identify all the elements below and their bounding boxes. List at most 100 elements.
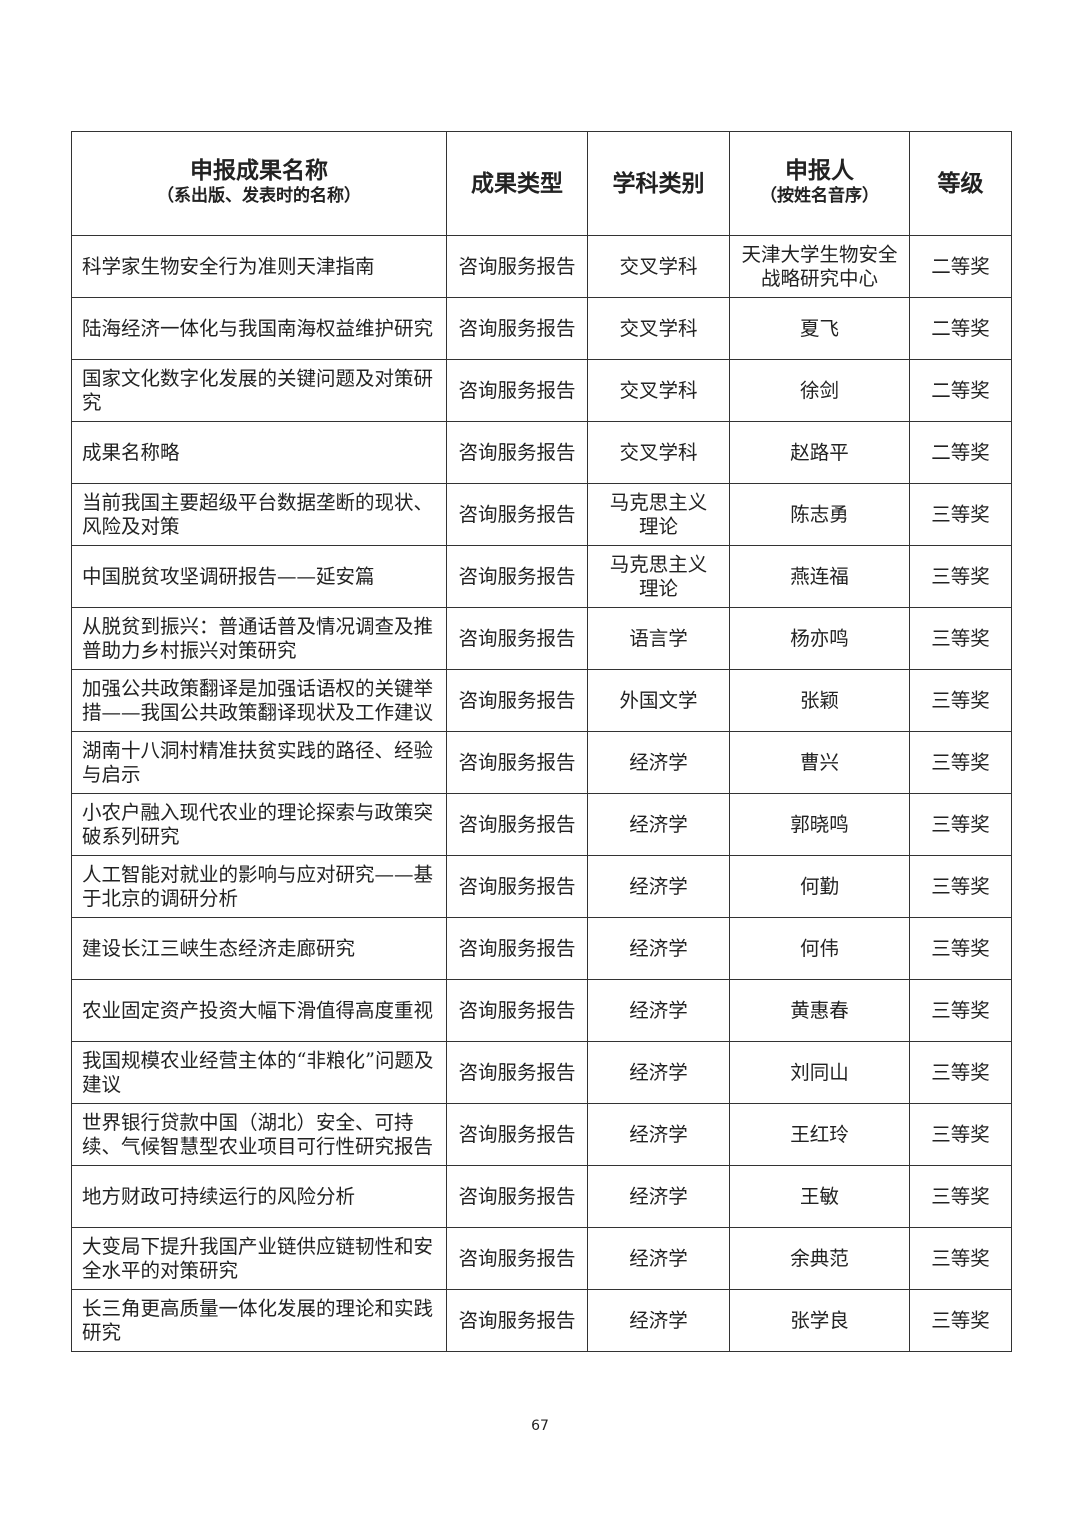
table-cell: 陈志勇 bbox=[729, 483, 910, 546]
table-cell: 经济学 bbox=[587, 1041, 730, 1104]
table-cell: 经济学 bbox=[587, 1289, 730, 1352]
table-cell: 科学家生物安全行为准则天津指南 bbox=[71, 235, 447, 298]
table-cell: 交叉学科 bbox=[587, 297, 730, 360]
table-row: 当前我国主要超级平台数据垄断的现状、风险及对策 咨询服务报告 马克思主义理论 陈志勇三… bbox=[71, 483, 1012, 546]
table-cell: 三等奖 bbox=[909, 793, 1012, 856]
table-cell: 二等奖 bbox=[909, 235, 1012, 298]
table-cell: 咨询服务报告 bbox=[446, 235, 588, 298]
table-cell: 二等奖 bbox=[909, 297, 1012, 360]
table-cell: 咨询服务报告 bbox=[446, 545, 588, 608]
table-cell: 咨询服务报告 bbox=[446, 359, 588, 422]
header-subtitle: （系出版、发表时的名称） bbox=[157, 185, 361, 206]
table-cell: 三等奖 bbox=[909, 669, 1012, 732]
table-cell: 经济学 bbox=[587, 1227, 730, 1290]
header-subtitle: （按姓名音序） bbox=[760, 185, 879, 206]
table-cell: 人工智能对就业的影响与应对研究——基于北京的调研分析 bbox=[71, 855, 447, 918]
header-cell: 学科类别 bbox=[587, 131, 730, 236]
table-cell: 马克思主义理论 bbox=[587, 545, 730, 608]
table-cell: 燕连福 bbox=[729, 545, 910, 608]
table-cell: 咨询服务报告 bbox=[446, 669, 588, 732]
table-body: 科学家生物安全行为准则天津指南 咨询服务报告 交叉学科 天津大学生物安全战略研究中心二… bbox=[71, 235, 1012, 1352]
table-cell: 国家文化数字化发展的关键问题及对策研究 bbox=[71, 359, 447, 422]
table-cell: 何勤 bbox=[729, 855, 910, 918]
table-cell: 世界银行贷款中国（湖北）安全、可持续、气候智慧型农业项目可行性研究报告 bbox=[71, 1103, 447, 1166]
table-cell: 二等奖 bbox=[909, 421, 1012, 484]
table-cell: 成果名称略 bbox=[71, 421, 447, 484]
table-cell: 王敏 bbox=[729, 1165, 910, 1228]
table-cell: 咨询服务报告 bbox=[446, 917, 588, 980]
page-number: 67 bbox=[531, 1418, 549, 1434]
table-cell: 三等奖 bbox=[909, 1227, 1012, 1290]
table-cell: 马克思主义理论 bbox=[587, 483, 730, 546]
table-row: 大变局下提升我国产业链供应链韧性和安全水平的对策研究 咨询服务报告 经济学 余典范 三等… bbox=[71, 1227, 1012, 1290]
table-cell: 三等奖 bbox=[909, 917, 1012, 980]
table-cell: 外国文学 bbox=[587, 669, 730, 732]
table-cell: 张颖 bbox=[729, 669, 910, 732]
table-cell: 咨询服务报告 bbox=[446, 1227, 588, 1290]
table-cell: 赵路平 bbox=[729, 421, 910, 484]
table-cell: 三等奖 bbox=[909, 483, 1012, 546]
table-cell: 咨询服务报告 bbox=[446, 793, 588, 856]
header-cell: 申报人 （按姓名音序） bbox=[729, 131, 910, 236]
table-cell: 当前我国主要超级平台数据垄断的现状、风险及对策 bbox=[71, 483, 447, 546]
table-cell: 三等奖 bbox=[909, 855, 1012, 918]
table-cell: 黄惠春 bbox=[729, 979, 910, 1042]
table-cell: 咨询服务报告 bbox=[446, 1041, 588, 1104]
header-title: 申报成果名称 bbox=[190, 157, 328, 184]
table-row: 人工智能对就业的影响与应对研究——基于北京的调研分析 咨询服务报告 经济学 何勤 三等奖 bbox=[71, 855, 1012, 918]
table-row: 从脱贫到振兴：普通话普及情况调查及推普助力乡村振兴对策研究 咨询服务报告 语言学 杨亦… bbox=[71, 607, 1012, 670]
table-cell: 交叉学科 bbox=[587, 359, 730, 422]
table-cell: 二等奖 bbox=[909, 359, 1012, 422]
table-cell: 三等奖 bbox=[909, 979, 1012, 1042]
table-row: 加强公共政策翻译是加强话语权的关键举措——我国公共政策翻译现状及工作建议 咨询服务… bbox=[71, 669, 1012, 732]
header-cell: 等级 bbox=[909, 131, 1012, 236]
table-cell: 陆海经济一体化与我国南海权益维护研究 bbox=[71, 297, 447, 360]
table-row: 陆海经济一体化与我国南海权益维护研究 咨询服务报告 交叉学科 夏飞 二等奖 bbox=[71, 297, 1012, 360]
table-cell: 小农户融入现代农业的理论探索与政策突破系列研究 bbox=[71, 793, 447, 856]
table-cell: 咨询服务报告 bbox=[446, 979, 588, 1042]
table-cell: 语言学 bbox=[587, 607, 730, 670]
table-cell: 经济学 bbox=[587, 1103, 730, 1166]
table-cell: 中国脱贫攻坚调研报告——延安篇 bbox=[71, 545, 447, 608]
table-cell: 郭晓鸣 bbox=[729, 793, 910, 856]
table-row: 科学家生物安全行为准则天津指南 咨询服务报告 交叉学科 天津大学生物安全战略研究中心二… bbox=[71, 235, 1012, 298]
table-cell: 大变局下提升我国产业链供应链韧性和安全水平的对策研究 bbox=[71, 1227, 447, 1290]
table-cell: 地方财政可持续运行的风险分析 bbox=[71, 1165, 447, 1228]
table-cell: 经济学 bbox=[587, 917, 730, 980]
table-cell: 三等奖 bbox=[909, 607, 1012, 670]
header-row: 申报成果名称 （系出版、发表时的名称） 成果类型 学科类别 申报人 （按姓名音序） 等级 bbox=[71, 131, 1012, 236]
table-row: 小农户融入现代农业的理论探索与政策突破系列研究 咨询服务报告 经济学 郭晓鸣 三等奖 bbox=[71, 793, 1012, 856]
table-cell: 经济学 bbox=[587, 1165, 730, 1228]
table-cell: 咨询服务报告 bbox=[446, 855, 588, 918]
table-cell: 王红玲 bbox=[729, 1103, 910, 1166]
table-cell: 杨亦鸣 bbox=[729, 607, 910, 670]
table-cell: 三等奖 bbox=[909, 1165, 1012, 1228]
table-cell: 咨询服务报告 bbox=[446, 483, 588, 546]
table-row: 中国脱贫攻坚调研报告——延安篇 咨询服务报告 马克思主义理论 燕连福 三等奖 bbox=[71, 545, 1012, 608]
header-title: 申报人 bbox=[785, 157, 854, 184]
table-cell: 天津大学生物安全战略研究中心 bbox=[729, 235, 910, 298]
header-title: 成果类型 bbox=[471, 170, 563, 197]
table-row: 农业固定资产投资大幅下滑值得高度重视 咨询服务报告 经济学 黄惠春 三等奖 bbox=[71, 979, 1012, 1042]
table-row: 我国规模农业经营主体的“非粮化”问题及建议 咨询服务报告 经济学 刘同山 三等奖 bbox=[71, 1041, 1012, 1104]
table-row: 湖南十八洞村精准扶贫实践的路径、经验与启示 咨询服务报告 经济学 曹兴 三等奖 bbox=[71, 731, 1012, 794]
table-cell: 建设长江三峡生态经济走廊研究 bbox=[71, 917, 447, 980]
header-cell: 成果类型 bbox=[446, 131, 588, 236]
table-cell: 刘同山 bbox=[729, 1041, 910, 1104]
table-cell: 加强公共政策翻译是加强话语权的关键举措——我国公共政策翻译现状及工作建议 bbox=[71, 669, 447, 732]
table-cell: 我国规模农业经营主体的“非粮化”问题及建议 bbox=[71, 1041, 447, 1104]
table-cell: 经济学 bbox=[587, 793, 730, 856]
table-cell: 三等奖 bbox=[909, 1041, 1012, 1104]
table-cell: 余典范 bbox=[729, 1227, 910, 1290]
table-cell: 咨询服务报告 bbox=[446, 1103, 588, 1166]
table-cell: 交叉学科 bbox=[587, 235, 730, 298]
table-cell: 何伟 bbox=[729, 917, 910, 980]
table-row: 成果名称略 咨询服务报告 交叉学科 赵路平 二等奖 bbox=[71, 421, 1012, 484]
table-row: 世界银行贷款中国（湖北）安全、可持续、气候智慧型农业项目可行性研究报告 咨询服务报… bbox=[71, 1103, 1012, 1166]
table-cell: 夏飞 bbox=[729, 297, 910, 360]
table-cell: 三等奖 bbox=[909, 545, 1012, 608]
table-cell: 曹兴 bbox=[729, 731, 910, 794]
table-cell: 长三角更高质量一体化发展的理论和实践研究 bbox=[71, 1289, 447, 1352]
table-cell: 交叉学科 bbox=[587, 421, 730, 484]
